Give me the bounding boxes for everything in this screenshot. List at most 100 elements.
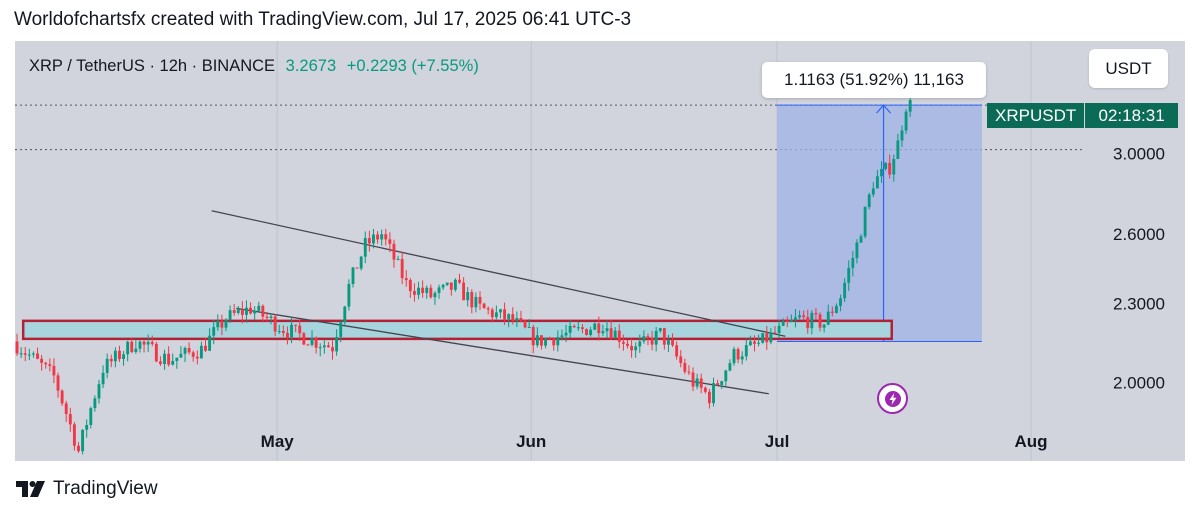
candle-body bbox=[109, 358, 113, 362]
footer-brand-text: TradingView bbox=[53, 478, 158, 499]
candle-body bbox=[363, 237, 367, 257]
candle-body bbox=[187, 348, 191, 353]
candle-body bbox=[122, 354, 126, 360]
candle-body bbox=[281, 331, 285, 334]
candle-body bbox=[646, 336, 650, 338]
candle-body bbox=[89, 408, 93, 425]
candle-body bbox=[613, 330, 617, 339]
candle-body bbox=[785, 320, 789, 322]
candle-body bbox=[417, 287, 420, 295]
price-chart[interactable]: 2.0000 2.3000 2.6000 3.0000 May Jun Jul Aug bbox=[15, 41, 1185, 461]
candle-body bbox=[560, 335, 564, 338]
footer-brand[interactable]: TradingView bbox=[16, 478, 158, 500]
candle-body bbox=[810, 312, 814, 329]
candle-body bbox=[482, 303, 486, 309]
candle-body bbox=[298, 325, 302, 334]
candle-body bbox=[449, 282, 453, 290]
candle-body bbox=[699, 378, 703, 388]
candle-body bbox=[720, 381, 724, 385]
candle-body bbox=[486, 308, 490, 310]
candle-body bbox=[224, 320, 228, 328]
candle-body bbox=[552, 338, 556, 346]
candle-body bbox=[290, 324, 293, 338]
candle-body bbox=[326, 345, 330, 348]
candle-body bbox=[576, 327, 580, 329]
candle-body bbox=[531, 326, 535, 346]
candle-body bbox=[556, 337, 560, 346]
candle-body bbox=[789, 320, 793, 322]
candle-body bbox=[286, 333, 289, 338]
candle-body bbox=[294, 324, 298, 326]
candle-body bbox=[679, 356, 683, 363]
candle-body bbox=[314, 338, 318, 348]
candle-body bbox=[199, 345, 203, 359]
candle-body bbox=[515, 318, 519, 321]
candle-body bbox=[93, 398, 97, 409]
candle-body bbox=[867, 194, 871, 208]
candle-body bbox=[105, 358, 109, 373]
candle-body bbox=[421, 287, 425, 294]
candle-body bbox=[195, 356, 199, 359]
candle-body bbox=[130, 341, 134, 352]
candle-body bbox=[277, 331, 281, 333]
candle-body bbox=[249, 307, 253, 314]
candle-body bbox=[847, 267, 851, 283]
candle-body bbox=[408, 280, 412, 292]
currency-button[interactable]: USDT bbox=[1089, 49, 1168, 88]
x-axis-tick-label: Aug bbox=[1015, 432, 1048, 451]
candle-body bbox=[453, 279, 457, 290]
candle-body bbox=[265, 316, 269, 318]
candle-body bbox=[339, 322, 343, 337]
candle-body bbox=[843, 282, 847, 299]
candle-body bbox=[580, 327, 584, 330]
candle-body bbox=[23, 353, 27, 355]
candle-body bbox=[675, 345, 679, 357]
candle-body bbox=[142, 341, 146, 345]
candle-body bbox=[134, 348, 138, 352]
candle-body bbox=[400, 258, 404, 279]
candle-body bbox=[372, 234, 375, 244]
price-tag-symbol: XRPUSDT bbox=[987, 103, 1086, 128]
candle-body bbox=[671, 340, 674, 346]
candle-body bbox=[728, 363, 732, 371]
candle-body bbox=[748, 341, 752, 346]
candle-body bbox=[474, 296, 478, 308]
candle-body bbox=[585, 329, 588, 335]
candle-body bbox=[626, 343, 629, 346]
candle-body bbox=[52, 365, 56, 376]
candle-body bbox=[904, 111, 908, 131]
candle-body bbox=[621, 341, 625, 344]
candle-body bbox=[888, 162, 892, 175]
candle-body bbox=[798, 315, 801, 318]
candle-body bbox=[605, 328, 609, 332]
candle-body bbox=[630, 345, 634, 351]
candle-body bbox=[331, 347, 334, 352]
candle-body bbox=[257, 305, 261, 311]
y-axis-tick-label: 2.6000 bbox=[1113, 225, 1165, 244]
candle-body bbox=[429, 287, 433, 298]
candle-body bbox=[351, 267, 355, 284]
lightning-icon[interactable] bbox=[877, 383, 908, 414]
candle-body bbox=[695, 378, 699, 387]
candle-body bbox=[634, 346, 638, 351]
y-axis-tick-label: 2.3000 bbox=[1113, 294, 1165, 313]
candle-body bbox=[318, 347, 322, 349]
candle-body bbox=[458, 279, 461, 283]
candle-body bbox=[437, 287, 441, 293]
candle-body bbox=[687, 371, 691, 373]
candle-body bbox=[830, 311, 834, 313]
candle-body bbox=[146, 341, 150, 345]
symbol-pair: XRP / TetherUS · 12h · BINANCE bbox=[29, 57, 276, 75]
candle-body bbox=[154, 343, 158, 362]
candle-body bbox=[191, 352, 195, 357]
candle-body bbox=[875, 176, 879, 189]
candle-body bbox=[179, 353, 183, 358]
candle-body bbox=[880, 168, 883, 177]
candle-body bbox=[183, 348, 187, 354]
candle-body bbox=[507, 314, 511, 320]
x-axis-tick-label: May bbox=[261, 432, 295, 451]
candle-body bbox=[396, 258, 400, 260]
candle-body bbox=[306, 344, 310, 346]
candle-body bbox=[470, 292, 474, 308]
candle-body bbox=[236, 309, 240, 313]
